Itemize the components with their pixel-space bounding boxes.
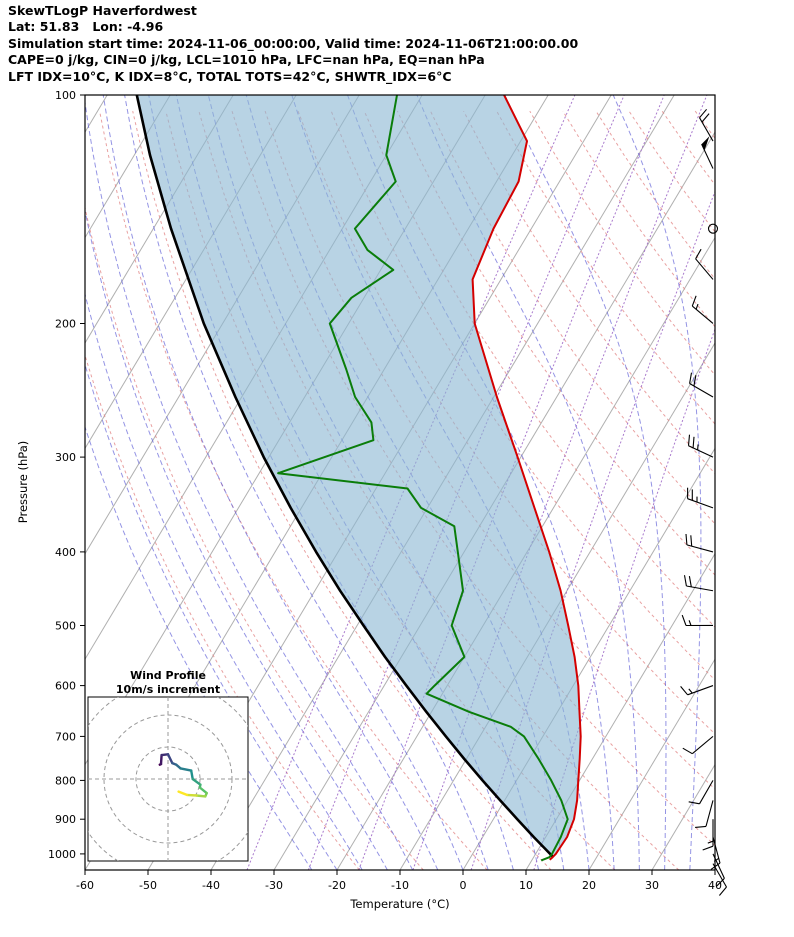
x-tick-label: -20 <box>328 879 346 892</box>
dewpoint-profile-line <box>277 95 569 862</box>
plot-area <box>85 95 715 870</box>
x-tick-label: 30 <box>645 879 659 892</box>
temperature-profile-line <box>471 95 582 861</box>
location-line: Lat: 51.83 Lon: -4.96 <box>8 19 164 35</box>
x-tick-label: 20 <box>582 879 596 892</box>
hodograph-trace-segment <box>179 767 193 772</box>
x-axis-label: Temperature (°C) <box>349 897 449 911</box>
x-tick-label: -30 <box>265 879 283 892</box>
x-tick-label: 10 <box>519 879 533 892</box>
hodograph-trace-segment <box>189 769 194 781</box>
y-tick-label: 900 <box>55 813 76 826</box>
stability-indices-line-1: CAPE=0 j/kg, CIN=0 j/kg, LCL=1010 hPa, L… <box>8 52 485 68</box>
hodograph-trace-segment <box>159 753 163 766</box>
y-tick-label: 600 <box>55 680 76 693</box>
y-tick-label: 200 <box>55 318 76 331</box>
y-tick-label: 100 <box>55 89 76 102</box>
hodograph-trace-segment <box>198 786 208 795</box>
parcel-profile-line <box>135 95 555 859</box>
y-tick-label: 1000 <box>48 848 76 861</box>
y-axis-label: Pressure (hPa) <box>16 441 30 524</box>
hodograph-trace-segment <box>191 777 202 786</box>
chart-header: SkewTLogP Haverfordwest Lat: 51.83 Lon: … <box>8 3 578 85</box>
x-tick-label: 0 <box>460 879 467 892</box>
y-tick-label: 300 <box>55 451 76 464</box>
x-tick-label: -10 <box>391 879 409 892</box>
wind-barbs <box>680 108 727 896</box>
x-tick-label: 40 <box>708 879 722 892</box>
x-tick-label: -60 <box>76 879 94 892</box>
y-tick-label: 500 <box>55 620 76 633</box>
y-tick-label: 400 <box>55 546 76 559</box>
x-tick-label: -40 <box>202 879 220 892</box>
hodograph-trace-segment <box>177 790 189 797</box>
stability-indices-line-2: LFT IDX=10°C, K IDX=8°C, TOTAL TOTS=42°C… <box>8 68 452 84</box>
time-line: Simulation start time: 2024-11-06_00:00:… <box>8 35 579 51</box>
y-tick-label: 700 <box>55 730 76 743</box>
hodograph-trace-segment <box>195 794 207 798</box>
negative-buoyancy-area <box>136 95 581 860</box>
hodograph-subtitle: 10m/s increment <box>116 683 220 696</box>
x-tick-label: -50 <box>139 879 157 892</box>
y-tick-label: 800 <box>55 774 76 787</box>
hodograph-title: Wind Profile <box>130 669 206 682</box>
hodograph-trace-segment <box>166 753 174 765</box>
hodograph-trace-segment <box>185 793 198 797</box>
page-title: SkewTLogP Haverfordwest <box>8 3 197 18</box>
